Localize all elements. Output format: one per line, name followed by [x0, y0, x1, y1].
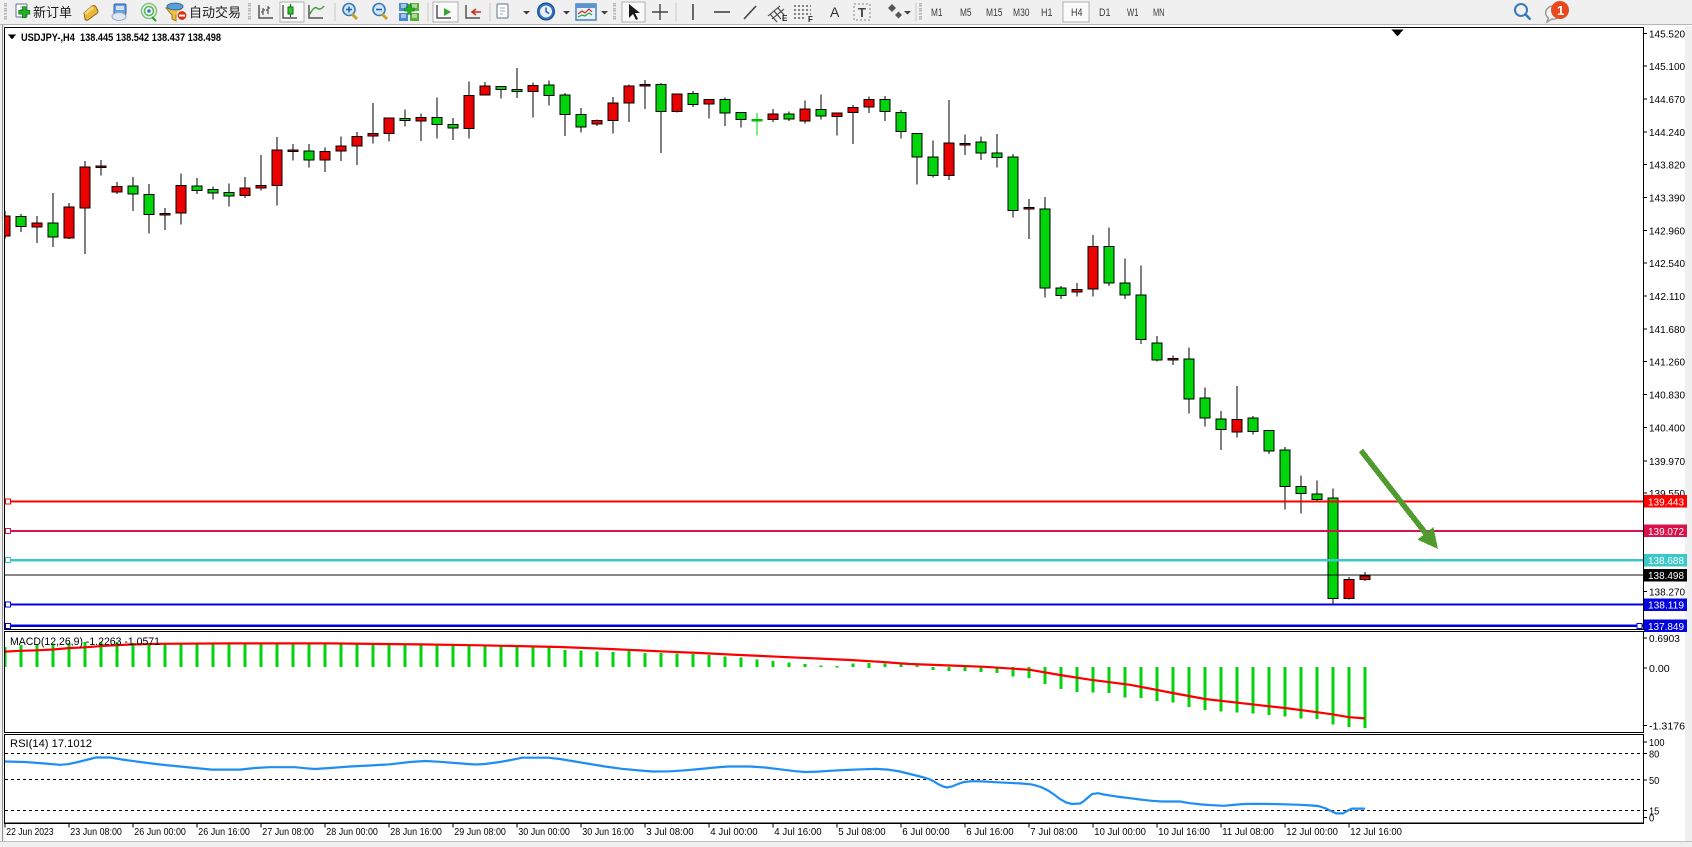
svg-text:137.849: 137.849	[1648, 621, 1684, 633]
svg-text:F: F	[808, 15, 813, 24]
svg-text:29 Jun 08:00: 29 Jun 08:00	[454, 826, 506, 838]
svg-text:23 Jun 08:00: 23 Jun 08:00	[70, 826, 122, 838]
svg-text:A: A	[830, 4, 840, 20]
svg-text:M30: M30	[1013, 7, 1030, 19]
svg-text:0: 0	[1649, 813, 1654, 825]
svg-text:12 Jul 16:00: 12 Jul 16:00	[1350, 826, 1402, 838]
svg-text:139.443: 139.443	[1648, 496, 1684, 508]
svg-text:80: 80	[1649, 749, 1659, 761]
svg-text:27 Jun 08:00: 27 Jun 08:00	[262, 826, 314, 838]
svg-text:142.110: 142.110	[1649, 291, 1685, 303]
svg-text:M5: M5	[960, 7, 972, 19]
svg-text:142.960: 142.960	[1649, 226, 1685, 238]
svg-text:M15: M15	[986, 7, 1003, 19]
svg-text:D1: D1	[1099, 7, 1111, 19]
svg-text:H1: H1	[1041, 7, 1053, 19]
svg-text:143.820: 143.820	[1649, 160, 1685, 172]
svg-text:3 Jul 08:00: 3 Jul 08:00	[646, 826, 693, 838]
svg-text:10 Jul 16:00: 10 Jul 16:00	[1158, 826, 1210, 838]
svg-text:140.400: 140.400	[1649, 423, 1685, 435]
svg-text:7 Jul 08:00: 7 Jul 08:00	[1030, 826, 1077, 838]
svg-text:0.00: 0.00	[1649, 663, 1670, 675]
svg-text:141.680: 141.680	[1649, 324, 1685, 336]
svg-text:6 Jul 16:00: 6 Jul 16:00	[966, 826, 1013, 838]
svg-text:-1.3176: -1.3176	[1649, 721, 1685, 733]
svg-text:新订单: 新订单	[33, 5, 72, 20]
svg-text:6 Jul 00:00: 6 Jul 00:00	[902, 826, 949, 838]
svg-text:自动交易: 自动交易	[189, 5, 241, 20]
svg-text:22 Jun 2023: 22 Jun 2023	[6, 826, 53, 838]
svg-text:RSI(14) 17.1012: RSI(14) 17.1012	[10, 738, 92, 750]
svg-text:W1: W1	[1127, 7, 1139, 19]
svg-text:139.072: 139.072	[1648, 526, 1684, 538]
svg-text:144.670: 144.670	[1649, 94, 1685, 106]
svg-text:138.270: 138.270	[1649, 587, 1685, 599]
svg-text:142.540: 142.540	[1649, 258, 1685, 270]
svg-text:0.6903: 0.6903	[1649, 633, 1680, 645]
svg-text:50: 50	[1649, 775, 1659, 787]
svg-text:MN: MN	[1153, 7, 1165, 19]
svg-text:26 Jun 00:00: 26 Jun 00:00	[134, 826, 186, 838]
svg-text:4 Jul 00:00: 4 Jul 00:00	[710, 826, 757, 838]
svg-text:15: 15	[1649, 806, 1659, 818]
svg-text:4 Jul 16:00: 4 Jul 16:00	[774, 826, 821, 838]
svg-text:145.520: 145.520	[1649, 29, 1685, 41]
svg-text:144.240: 144.240	[1649, 127, 1685, 139]
svg-text:100: 100	[1649, 737, 1665, 749]
svg-text:145.100: 145.100	[1649, 61, 1685, 73]
svg-text:28 Jun 16:00: 28 Jun 16:00	[390, 826, 442, 838]
svg-text:28 Jun 00:00: 28 Jun 00:00	[326, 826, 378, 838]
svg-text:H4: H4	[1071, 7, 1083, 19]
svg-text:143.390: 143.390	[1649, 193, 1685, 205]
svg-text:26 Jun 16:00: 26 Jun 16:00	[198, 826, 250, 838]
svg-text:30 Jun 16:00: 30 Jun 16:00	[582, 826, 634, 838]
svg-text:M1: M1	[931, 7, 943, 19]
svg-text:11 Jul 08:00: 11 Jul 08:00	[1222, 826, 1274, 838]
svg-text:T: T	[858, 5, 866, 20]
svg-text:138.119: 138.119	[1648, 600, 1684, 612]
svg-text:MACD(12,26,9) -1.2263 -1.0571: MACD(12,26,9) -1.2263 -1.0571	[10, 636, 160, 648]
svg-text:138.688: 138.688	[1648, 555, 1684, 567]
svg-text:140.830: 140.830	[1649, 390, 1685, 402]
svg-text:139.970: 139.970	[1649, 456, 1685, 468]
svg-text:30 Jun 00:00: 30 Jun 00:00	[518, 826, 570, 838]
svg-text:5 Jul 08:00: 5 Jul 08:00	[838, 826, 885, 838]
svg-text:141.260: 141.260	[1649, 357, 1685, 369]
svg-text:138.498: 138.498	[1648, 570, 1684, 582]
svg-text:12 Jul 00:00: 12 Jul 00:00	[1286, 826, 1338, 838]
svg-text:E: E	[782, 14, 788, 23]
svg-text:10 Jul 00:00: 10 Jul 00:00	[1094, 826, 1146, 838]
svg-text:USDJPY-,H4 138.445 138.542 13: USDJPY-,H4 138.445 138.542 138.437 138.4…	[21, 32, 221, 44]
svg-text:1: 1	[1557, 3, 1564, 18]
